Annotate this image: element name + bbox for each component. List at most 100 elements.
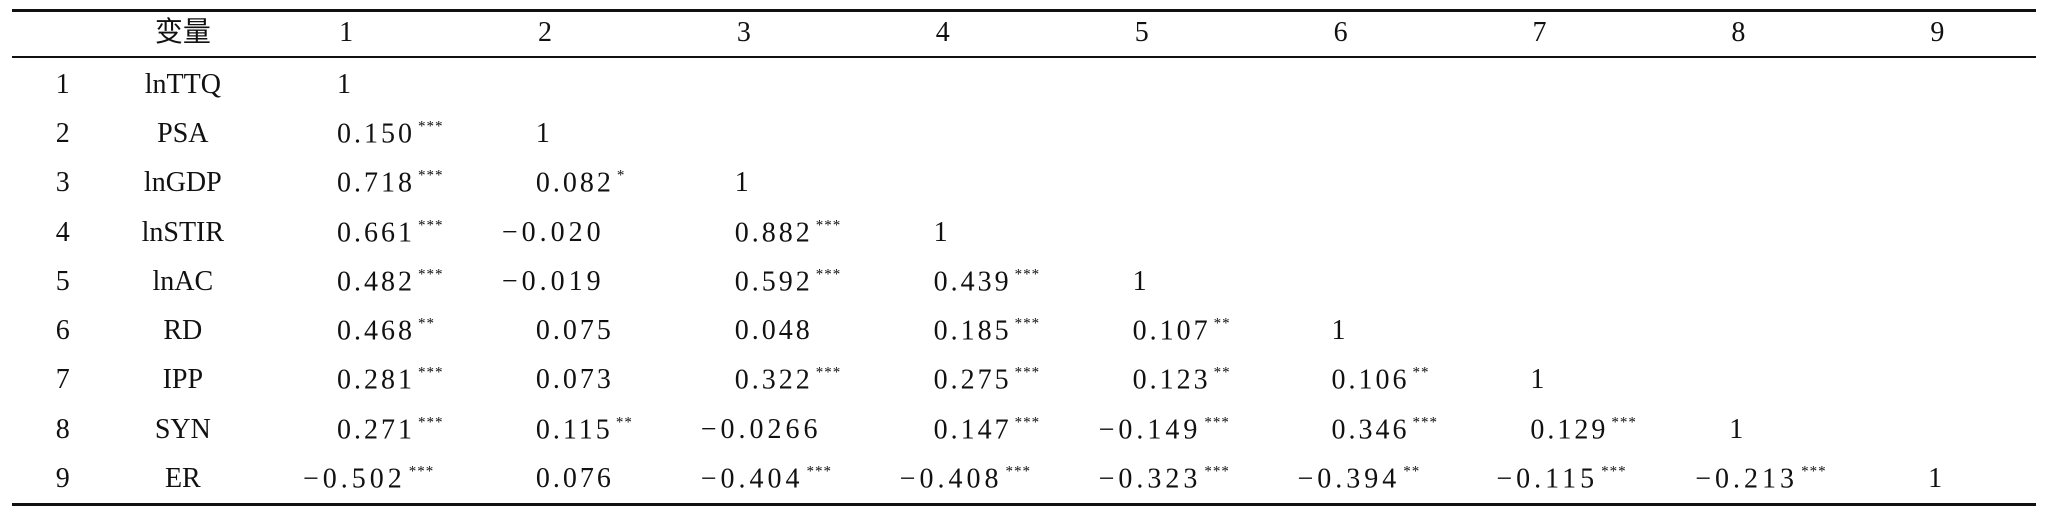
cell: −0.019 (502, 267, 605, 296)
row-variable: PSA (157, 118, 209, 150)
cell-value: 0.115 (535, 414, 613, 446)
cell-value: −0.020 (501, 216, 605, 248)
significance: *** (417, 167, 444, 184)
significance: *** (1601, 463, 1627, 480)
significance: ** (1403, 463, 1421, 480)
header-cell: 4 (935, 16, 950, 48)
cell: 0.322 *** (734, 364, 842, 396)
cell: 0.592 *** (735, 267, 842, 296)
cell-value: 0.439 (933, 266, 1012, 298)
significance: *** (1014, 364, 1041, 381)
significance: *** (815, 266, 842, 283)
cell: 0.468 ** (337, 315, 435, 346)
cell: 1 (1928, 464, 1945, 493)
cell-value: 1 (1530, 364, 1548, 396)
cell-value: 1 (1729, 413, 1747, 445)
cell: 0.073 (536, 366, 614, 394)
cell-value: 0.076 (535, 462, 614, 494)
cell: 0.075 (536, 317, 614, 345)
significance: *** (815, 364, 842, 381)
cell: 0.076 (535, 462, 614, 494)
cell: 0.082 * (535, 167, 626, 199)
significance: *** (417, 414, 444, 431)
cell: 0.123 ** (1133, 365, 1231, 395)
header-cell: 6 (1333, 16, 1348, 48)
cell-value: −0.149 (1098, 414, 1202, 446)
significance: *** (408, 463, 435, 480)
row-variable: lnTTQ (144, 68, 221, 100)
significance: ** (417, 315, 435, 332)
row-index: 1 (55, 68, 70, 100)
row-variable: RD (163, 315, 203, 347)
row-index: 4 (55, 216, 70, 248)
cell-value: 0.482 (336, 266, 415, 298)
cell: 0.271 *** (337, 415, 444, 444)
header-cell: 1 (339, 16, 354, 48)
header-cell: 2 (537, 16, 552, 48)
significance: *** (806, 463, 833, 480)
significance: *** (1611, 414, 1637, 431)
cell-value: −0.502 (302, 463, 406, 495)
cell: 1 (1331, 317, 1348, 345)
significance: *** (417, 118, 444, 135)
significance: *** (1204, 414, 1230, 431)
cell: 0.882 *** (735, 218, 842, 247)
significance: *** (417, 266, 444, 283)
cell-value: −0.408 (899, 463, 1003, 495)
cell-value: 0.281 (336, 364, 415, 396)
row-variable: lnSTIR (141, 216, 225, 248)
cell: 0.439 *** (934, 267, 1041, 296)
cell: 0.661 *** (337, 218, 444, 247)
cell: 0.107 ** (1133, 316, 1231, 346)
significance: *** (1005, 463, 1031, 480)
row-index: 8 (55, 413, 70, 445)
cell: 1 (1530, 366, 1547, 394)
row-variable: ER (164, 462, 201, 494)
cell: 0.718 *** (337, 167, 444, 198)
cell-value: −0.404 (700, 463, 804, 495)
significance: *** (1204, 463, 1230, 480)
cell: 0.147 *** (934, 415, 1041, 444)
row-index: 7 (55, 364, 70, 396)
cell-value: −0.115 (1496, 463, 1599, 495)
cell-value: 0.346 (1331, 414, 1410, 446)
significance: *** (417, 364, 444, 381)
cell: 0.482 *** (337, 267, 444, 296)
significance: *** (1412, 414, 1438, 431)
cell: −0.404 *** (701, 464, 832, 493)
cell-value: 1 (734, 167, 752, 199)
cell: 0.115 ** (536, 415, 633, 444)
row-variable: SYN (154, 413, 211, 445)
cell-value: −0.213 (1695, 463, 1799, 495)
cell-value: 0.073 (535, 364, 614, 396)
cell-value: 0.322 (734, 364, 813, 396)
cell: 1 (1729, 413, 1747, 445)
significance: *** (1014, 315, 1041, 332)
row-index: 2 (55, 118, 70, 150)
cell-value: 1 (336, 68, 354, 100)
cell: −0.149 *** (1099, 415, 1230, 444)
cell: 0.281 *** (336, 364, 444, 396)
cell: −0.020 (501, 216, 605, 248)
cell-value: −0.0266 (700, 413, 822, 445)
cell: 0.129 *** (1530, 415, 1637, 444)
cell: 1 (536, 120, 553, 148)
header-cell: 3 (736, 16, 751, 48)
cell: 0.346 *** (1331, 415, 1438, 444)
cell-value: 1 (933, 216, 951, 248)
cell-value: 0.275 (933, 364, 1012, 396)
cell-value: 0.661 (336, 217, 415, 249)
cell: −0.323 *** (1099, 464, 1230, 493)
header-cell: 5 (1134, 16, 1149, 48)
cell-value: 0.082 (535, 167, 614, 199)
row-index: 9 (55, 462, 70, 494)
header-cell: 变量 (154, 16, 211, 48)
bottom-rule (12, 503, 2036, 506)
cell: −0.502 *** (303, 464, 434, 493)
cell: −0.408 *** (900, 464, 1031, 493)
cell: 0.185 *** (934, 315, 1041, 346)
cell: 1 (735, 169, 752, 197)
significance: *** (1014, 414, 1041, 431)
row-variable: lnGDP (143, 167, 222, 199)
